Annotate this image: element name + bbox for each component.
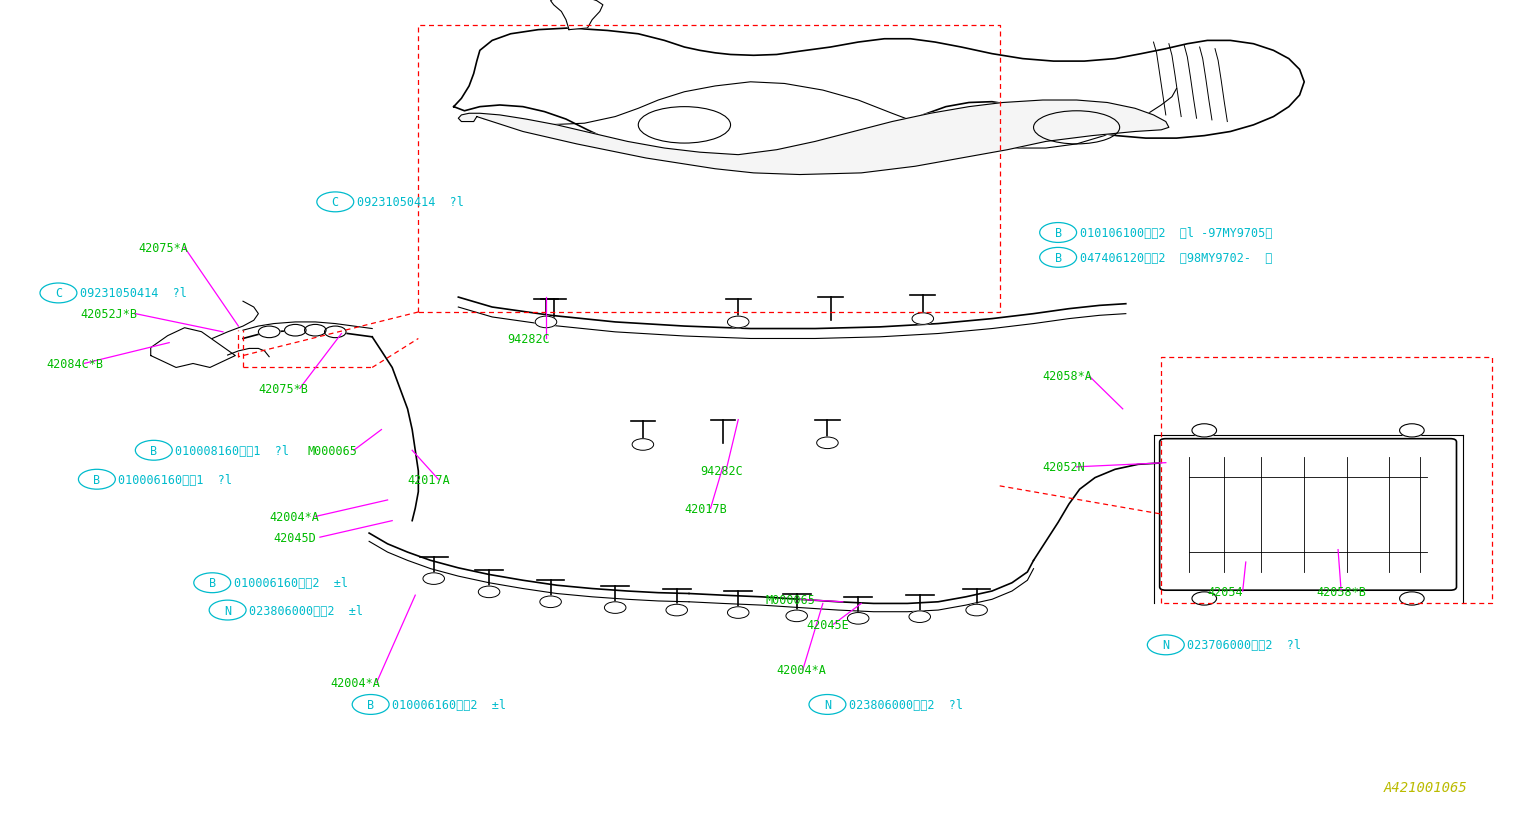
- FancyBboxPatch shape: [1160, 439, 1456, 590]
- Text: 09231050414  ?l: 09231050414 ?l: [357, 196, 463, 209]
- Text: 047406120ち〔2  （98MY9702-  ）: 047406120ち〔2 （98MY9702- ）: [1080, 251, 1272, 265]
- Text: 42075*A: 42075*A: [138, 241, 188, 255]
- Circle shape: [285, 325, 306, 337]
- Text: N: N: [1163, 638, 1169, 652]
- Text: B: B: [1055, 227, 1061, 240]
- Text: 023806000ち〔2  ±l: 023806000ち〔2 ±l: [249, 604, 363, 617]
- Text: 42045E: 42045E: [806, 618, 849, 631]
- Polygon shape: [151, 328, 235, 368]
- Text: 42075*B: 42075*B: [258, 382, 308, 395]
- Text: 010008160ち〔1  ?l: 010008160ち〔1 ?l: [175, 444, 289, 457]
- Text: 010006160ち〔2  ±l: 010006160ち〔2 ±l: [234, 576, 348, 590]
- Circle shape: [325, 327, 346, 338]
- Text: 42045D: 42045D: [274, 531, 317, 544]
- Text: 42084C*B: 42084C*B: [46, 357, 103, 370]
- Polygon shape: [551, 0, 603, 31]
- Circle shape: [966, 605, 987, 616]
- Text: 023706000ち〔2  ?l: 023706000ち〔2 ?l: [1187, 638, 1301, 652]
- Circle shape: [1192, 592, 1217, 605]
- Circle shape: [305, 325, 326, 337]
- Text: 42004*A: 42004*A: [269, 510, 318, 523]
- Text: C: C: [332, 196, 338, 209]
- Text: 42017B: 42017B: [684, 502, 727, 515]
- Circle shape: [786, 610, 807, 622]
- Text: B: B: [151, 444, 157, 457]
- Circle shape: [1192, 424, 1217, 437]
- Text: 010106100ち〔2  ぁl -97MY9705）: 010106100ち〔2 ぁl -97MY9705）: [1080, 227, 1272, 240]
- Circle shape: [535, 317, 557, 328]
- Text: M000065: M000065: [308, 444, 357, 457]
- Text: B: B: [94, 473, 100, 486]
- Text: B: B: [1055, 251, 1061, 265]
- Circle shape: [817, 437, 838, 449]
- Circle shape: [909, 611, 930, 623]
- Circle shape: [912, 313, 934, 325]
- Text: A421001065: A421001065: [1384, 781, 1467, 794]
- Text: B: B: [209, 576, 215, 590]
- Polygon shape: [458, 101, 1169, 175]
- Circle shape: [478, 586, 500, 598]
- Circle shape: [258, 327, 280, 338]
- Text: C: C: [55, 287, 62, 300]
- Text: 42058*B: 42058*B: [1317, 585, 1366, 598]
- Circle shape: [1400, 592, 1424, 605]
- Text: 42052J*B: 42052J*B: [80, 308, 137, 321]
- Circle shape: [604, 602, 626, 614]
- Text: N: N: [225, 604, 231, 617]
- Text: 42058*A: 42058*A: [1043, 370, 1092, 383]
- Text: 010006160ち〔2  ±l: 010006160ち〔2 ±l: [392, 698, 506, 711]
- Circle shape: [727, 607, 749, 619]
- Circle shape: [666, 605, 687, 616]
- Text: 09231050414  ?l: 09231050414 ?l: [80, 287, 186, 300]
- Text: 010006160ち〔1  ?l: 010006160ち〔1 ?l: [118, 473, 232, 486]
- Circle shape: [1400, 424, 1424, 437]
- Text: 94282C: 94282C: [508, 332, 551, 346]
- Polygon shape: [454, 29, 1304, 165]
- Text: 42052N: 42052N: [1043, 461, 1086, 474]
- Text: M000065: M000065: [766, 593, 815, 606]
- Text: N: N: [824, 698, 831, 711]
- Text: 42004*A: 42004*A: [331, 676, 380, 689]
- Circle shape: [632, 439, 654, 451]
- Text: 42017A: 42017A: [408, 473, 451, 486]
- Text: B: B: [368, 698, 374, 711]
- Circle shape: [727, 317, 749, 328]
- Text: 023806000ち〔2  ?l: 023806000ち〔2 ?l: [849, 698, 963, 711]
- Text: 94282C: 94282C: [700, 465, 743, 478]
- Text: 42054: 42054: [1207, 585, 1243, 598]
- Text: 42004*A: 42004*A: [777, 663, 826, 676]
- Circle shape: [540, 596, 561, 608]
- Circle shape: [847, 613, 869, 624]
- Circle shape: [423, 573, 444, 585]
